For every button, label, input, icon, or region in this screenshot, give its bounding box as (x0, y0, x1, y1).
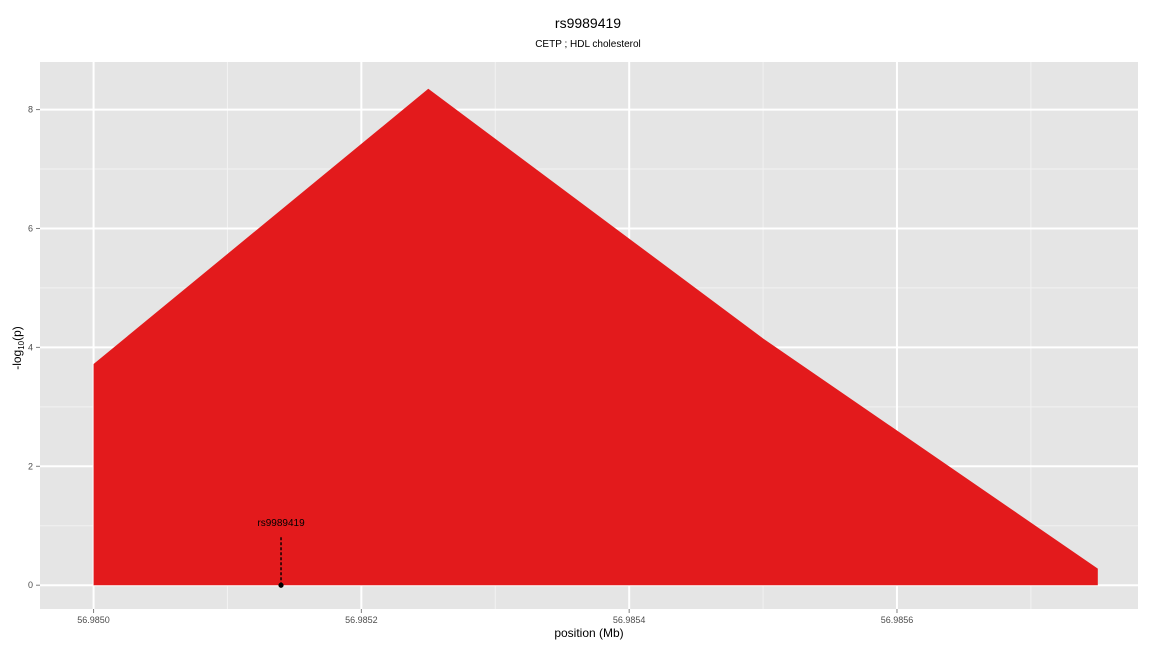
chart-title: rs9989419 (555, 15, 621, 31)
y-tick-label: 6 (28, 223, 33, 233)
y-tick-label: 2 (28, 461, 33, 471)
y-axis-label-main: -log (10, 350, 24, 370)
annotation-label: rs9989419 (257, 518, 305, 529)
y-tick-label: 8 (28, 105, 33, 115)
x-axis-label: position (Mb) (554, 626, 623, 640)
x-axis-ticks: 56.9850 56.9852 56.9854 56.9856 (77, 609, 913, 625)
x-tick-label: 56.9854 (613, 615, 646, 625)
y-axis-ticks: 0 2 4 6 8 (28, 105, 40, 590)
y-tick-label: 4 (28, 342, 33, 352)
y-axis-label: -log10(p) (10, 326, 26, 370)
area-series-0 (93, 88, 1098, 586)
y-axis-label-tail: (p) (10, 326, 24, 341)
series-layer (93, 88, 1098, 586)
x-tick-label: 56.9856 (881, 615, 914, 625)
y-tick-label: 0 (28, 580, 33, 590)
y-axis-label-subscript: 10 (17, 340, 26, 349)
chart-subtitle: CETP ; HDL cholesterol (535, 39, 641, 50)
x-tick-label: 56.9852 (345, 615, 378, 625)
x-tick-label: 56.9850 (77, 615, 110, 625)
annotation-layer: rs9989419 (257, 518, 305, 588)
annotation-point (278, 582, 284, 588)
